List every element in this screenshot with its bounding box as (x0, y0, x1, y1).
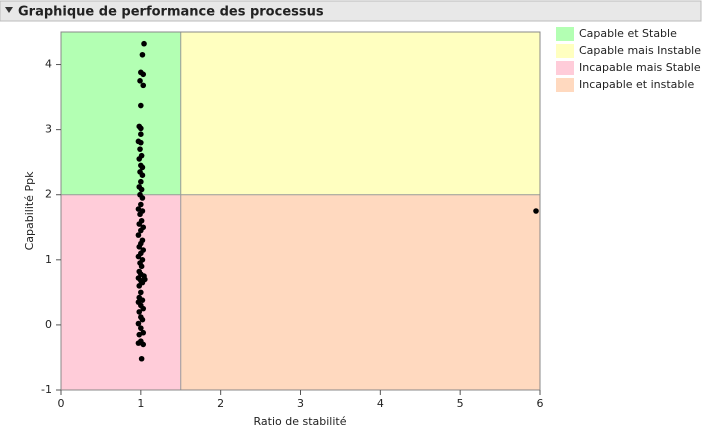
point (138, 263, 145, 270)
point (137, 211, 143, 218)
point (136, 244, 143, 250)
region (61, 32, 181, 195)
point (138, 289, 144, 296)
point (138, 131, 144, 137)
region (180, 194, 540, 390)
point (139, 316, 146, 323)
point (138, 139, 144, 146)
point (137, 146, 143, 152)
point (138, 125, 144, 132)
legend-label: Incapable mais Stable (579, 61, 701, 74)
x-tick-label: 5 (457, 397, 464, 410)
legend-label: Capable mais Instable (579, 44, 701, 57)
x-tick-label: 1 (137, 397, 144, 410)
point (136, 156, 143, 162)
point (138, 325, 144, 331)
legend-swatch (556, 27, 574, 41)
y-axis-label: Capabilité Ppk (23, 171, 36, 250)
point (139, 195, 146, 201)
legend-swatch (556, 44, 574, 58)
point (140, 82, 147, 89)
legend-label: Incapable et instable (579, 78, 694, 91)
point (136, 221, 143, 227)
point (140, 305, 147, 312)
point (138, 227, 144, 234)
x-tick-label: 2 (217, 397, 224, 410)
x-tick-label: 3 (297, 397, 304, 410)
point (141, 40, 147, 47)
y-tick-label: 4 (45, 58, 52, 71)
point (136, 331, 143, 338)
y-tick-label: -1 (41, 383, 52, 396)
point (138, 178, 144, 185)
y-tick-label: 0 (45, 318, 52, 331)
point (139, 51, 146, 58)
x-axis-label: Ratio de stabilité (253, 415, 346, 428)
point (140, 71, 147, 78)
point (138, 102, 144, 109)
y-tick-label: 2 (45, 188, 52, 201)
region (61, 194, 181, 390)
point (135, 320, 142, 327)
point (135, 340, 142, 346)
point (139, 164, 146, 171)
point (138, 186, 145, 193)
disclosure-icon[interactable] (5, 7, 13, 13)
x-tick-label: 0 (58, 397, 65, 410)
point (135, 232, 142, 238)
region (180, 32, 540, 195)
x-tick-label: 4 (377, 397, 384, 410)
legend-swatch (556, 61, 574, 75)
point (138, 355, 145, 362)
point (138, 201, 144, 208)
x-tick-label: 6 (537, 397, 544, 410)
point (140, 341, 147, 348)
y-tick-label: 3 (45, 123, 52, 136)
point (533, 208, 539, 214)
point (136, 283, 143, 289)
point (135, 253, 142, 260)
point (139, 172, 146, 178)
chart-title: Graphique de performance des processus (18, 5, 324, 20)
header-bar[interactable] (0, 0, 702, 22)
y-tick-label: 1 (45, 253, 52, 266)
point (136, 309, 143, 315)
legend-label: Capable et Stable (579, 27, 677, 40)
legend-swatch (556, 78, 574, 92)
point (137, 78, 143, 84)
